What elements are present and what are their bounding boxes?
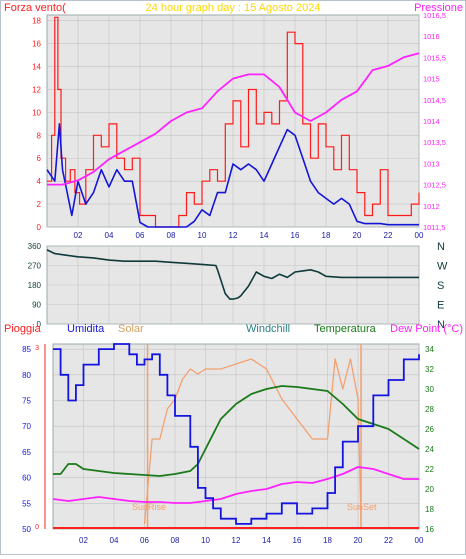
- time-tick-label: 06: [136, 231, 145, 240]
- legend-dew-point: Dew Point (°C): [390, 323, 463, 335]
- time-tick-label: 02: [74, 231, 83, 240]
- time-tick-label: 16: [291, 231, 300, 240]
- wind-tick-label: 4: [37, 177, 42, 186]
- wind-tick-label: 2: [37, 200, 42, 209]
- direction-tick-label: 0: [37, 320, 42, 329]
- humidity-tick-label: 75: [22, 397, 31, 406]
- temperature-tick-label: 30: [425, 385, 434, 394]
- humidity-tick-label: 60: [22, 474, 31, 483]
- pressure-tick-label: 1014,5: [423, 96, 446, 105]
- temperature-tick-label: 26: [425, 425, 434, 434]
- compass-label: N: [437, 319, 445, 331]
- compass-label: W: [437, 261, 448, 273]
- humidity-tick-label: 70: [22, 422, 31, 431]
- pressure-tick-label: 1013,5: [423, 138, 446, 147]
- legend-solar: Solar: [118, 323, 144, 335]
- time-tick-label: 16: [293, 536, 302, 545]
- temperature-tick-label: 34: [425, 345, 434, 354]
- wind-tick-label: 8: [37, 131, 42, 140]
- time-tick-label: 22: [384, 231, 393, 240]
- temperature-tick-label: 32: [425, 365, 434, 374]
- direction-tick-label: 270: [28, 262, 42, 271]
- time-tick-label: 10: [201, 536, 210, 545]
- humidity-tick-label: 55: [22, 499, 31, 508]
- direction-tick-label: 360: [28, 242, 42, 251]
- time-tick-label: 18: [322, 231, 331, 240]
- time-tick-label: 12: [232, 536, 241, 545]
- wind-tick-label: 16: [32, 40, 41, 49]
- temperature-tick-label: 24: [425, 445, 434, 454]
- pressure-tick-label: 1012: [423, 202, 440, 211]
- wind-direction-series: [46, 249, 419, 300]
- chart-title: 24 hour graph day : 15 Agosto 2024: [146, 2, 321, 14]
- humidity-tick-label: 65: [22, 448, 31, 457]
- direction-tick-label: 90: [32, 301, 41, 310]
- pressure-tick-label: 1013: [423, 159, 440, 168]
- pressure-tick-label: 1011,5: [423, 223, 445, 232]
- wind-tick-label: 12: [32, 85, 41, 94]
- time-tick-label: 20: [353, 231, 362, 240]
- compass-label: N: [437, 241, 445, 253]
- sunrise-label: SunRise: [132, 502, 166, 512]
- pressure-tick-label: 1015,5: [423, 53, 446, 62]
- time-tick-label: 18: [323, 536, 332, 545]
- pressure-tick-label: 1016: [423, 32, 440, 41]
- wind-tick-label: 0: [37, 223, 42, 232]
- time-tick-label: 00: [415, 231, 424, 240]
- legend-windchill: Windchill: [246, 323, 290, 335]
- time-tick-label: 20: [354, 536, 363, 545]
- time-tick-label: 10: [198, 231, 207, 240]
- dew-point-series: [52, 466, 419, 504]
- wind-tick-label: 6: [37, 154, 42, 163]
- time-tick-label: 06: [140, 536, 149, 545]
- time-tick-label: 00: [415, 536, 424, 545]
- compass-label: E: [437, 300, 444, 312]
- solar-series: [143, 358, 362, 525]
- temperature-series: [53, 385, 420, 477]
- legend-temperatura: Temperatura: [314, 323, 377, 335]
- wind-speed-axis-title: Forza vento(: [4, 2, 66, 14]
- sunset-label: SunSet: [347, 502, 377, 512]
- pressure-tick-label: 1016,5: [423, 11, 446, 20]
- humidity-tick-label: 80: [22, 371, 31, 380]
- time-tick-label: 12: [229, 231, 238, 240]
- time-tick-label: 08: [171, 536, 180, 545]
- time-tick-label: 08: [167, 231, 176, 240]
- humidity-series: [53, 343, 420, 525]
- time-tick-label: 14: [262, 536, 271, 545]
- rain-tick-label: 3: [35, 345, 39, 352]
- wind-tick-label: 18: [32, 17, 41, 26]
- temperature-tick-label: 18: [425, 505, 434, 514]
- pressure-axis-title: Pressione: [414, 2, 463, 14]
- time-tick-label: 04: [105, 231, 114, 240]
- pressure-tick-label: 1012,5: [423, 181, 446, 190]
- pressure-tick-label: 1014: [423, 117, 440, 126]
- humidity-tick-label: 50: [22, 525, 31, 534]
- humidity-tick-label: 85: [22, 345, 31, 354]
- time-tick-label: 14: [260, 231, 269, 240]
- time-tick-label: 22: [384, 536, 393, 545]
- wind-tick-label: 14: [32, 63, 41, 72]
- time-tick-label: 02: [79, 536, 88, 545]
- temperature-tick-label: 20: [425, 485, 434, 494]
- pressure-series: [47, 52, 420, 186]
- temperature-tick-label: 22: [425, 465, 434, 474]
- direction-tick-label: 180: [28, 281, 42, 290]
- wind-average-series: [46, 123, 419, 228]
- compass-label: S: [437, 280, 444, 292]
- legend-pioggia: Pioggia: [4, 323, 42, 335]
- rain-tick-label: 0: [35, 524, 39, 531]
- pressure-tick-label: 1015: [423, 75, 440, 84]
- wind-speed-series: [47, 16, 420, 228]
- legend-umidita: Umidita: [67, 323, 105, 335]
- temperature-tick-label: 28: [425, 405, 434, 414]
- time-tick-label: 04: [110, 536, 119, 545]
- temperature-tick-label: 16: [425, 525, 434, 534]
- wind-tick-label: 10: [32, 108, 41, 117]
